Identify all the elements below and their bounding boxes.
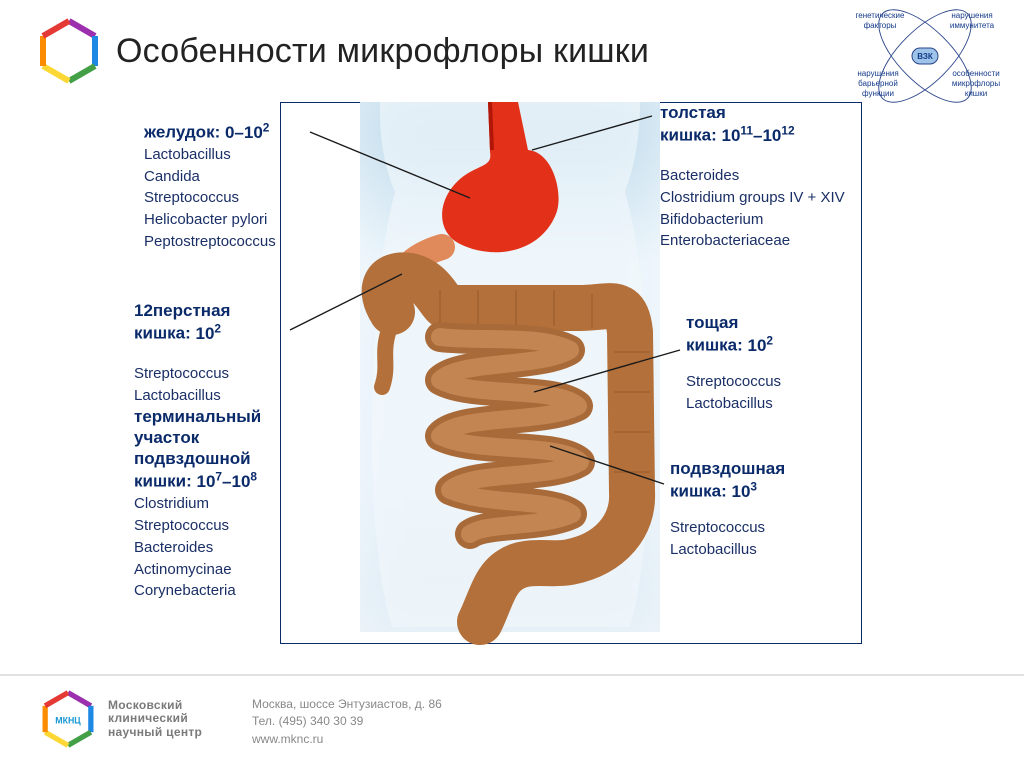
terminal-org-1: Streptococcus bbox=[134, 517, 229, 534]
terminal-sub-count: 107–108 bbox=[196, 472, 257, 491]
duodenum-org-1: Lactobacillus bbox=[134, 387, 221, 404]
footer-brand: Московский клинический научный центр bbox=[108, 699, 202, 739]
terminal-sub-3: подвздошной bbox=[134, 449, 251, 468]
venn-diagram-icon: ВЗК генетические факторы нарушения иммун… bbox=[830, 2, 1020, 115]
terminal-sub-1: терминальный bbox=[134, 407, 261, 426]
svg-text:иммунитета: иммунитета bbox=[950, 21, 995, 30]
stomach-count: 0–102 bbox=[225, 123, 269, 142]
stomach-org-4: Peptostreptococcus bbox=[144, 233, 276, 250]
terminal-org-2: Bacteroides bbox=[134, 539, 213, 556]
svg-text:микрофлоры: микрофлоры bbox=[952, 79, 1000, 88]
terminal-sub-4: кишки: bbox=[134, 472, 192, 491]
svg-text:нарушения: нарушения bbox=[857, 69, 898, 78]
jejunum-org-1: Lactobacillus bbox=[686, 395, 773, 412]
colon-org-2: Bifidobacterium bbox=[660, 211, 763, 228]
jejunum-name-1: тощая bbox=[686, 313, 738, 332]
svg-text:генетические: генетические bbox=[856, 11, 906, 20]
ileum-name-1: подвздошная bbox=[670, 459, 785, 478]
ileum-count: 103 bbox=[732, 482, 758, 501]
svg-text:нарушения: нарушения bbox=[951, 11, 992, 20]
footer: МКНЦ Московский клинический научный цент… bbox=[42, 690, 202, 748]
colon-name-1: толстая bbox=[660, 103, 726, 122]
footer-brand-3: научный центр bbox=[108, 726, 202, 739]
logo-hex-icon bbox=[40, 18, 98, 84]
duodenum-name-1: 12перстная bbox=[134, 301, 230, 320]
duodenum-org-0: Streptococcus bbox=[134, 365, 229, 382]
footer-address: Москва, шоссе Энтузиастов, д. 86 bbox=[252, 697, 442, 711]
ileum-name-2: кишка: bbox=[670, 482, 727, 501]
colon-count: 1011–1012 bbox=[722, 126, 795, 145]
stomach-org-1: Candida bbox=[144, 168, 200, 185]
colon-org-3: Enterobacteriaceae bbox=[660, 232, 790, 249]
slide-title: Особенности микрофлоры кишки bbox=[116, 32, 649, 71]
duodenum-name-2: кишка: bbox=[134, 324, 191, 343]
footer-web: www.mknc.ru bbox=[252, 732, 323, 746]
jejunum-org-0: Streptococcus bbox=[686, 373, 781, 390]
footer-hex-icon: МКНЦ bbox=[42, 690, 94, 748]
svg-text:факторы: факторы bbox=[864, 21, 897, 30]
label-ileum: подвздошная кишка: 103 Streptococcus Lac… bbox=[670, 458, 785, 560]
jejunum-count: 102 bbox=[748, 336, 774, 355]
svg-text:МКНЦ: МКНЦ bbox=[55, 715, 81, 725]
microflora-figure: желудок: 0–102 Lactobacillus Candida Str… bbox=[140, 102, 860, 672]
label-stomach: желудок: 0–102 Lactobacillus Candida Str… bbox=[144, 120, 276, 252]
title-bar: Особенности микрофлоры кишки bbox=[40, 18, 649, 84]
svg-text:особенности: особенности bbox=[952, 69, 999, 78]
label-duodenum: 12перстная кишка: 102 Streptococcus Lact… bbox=[134, 300, 261, 601]
stomach-org-3: Helicobacter pylori bbox=[144, 211, 267, 228]
footer-phone: Тел. (495) 340 30 39 bbox=[252, 714, 363, 728]
ileum-org-1: Lactobacillus bbox=[670, 541, 757, 558]
terminal-org-0: Clostridium bbox=[134, 495, 209, 512]
colon-org-1: Clostridium groups IV + XIV bbox=[660, 189, 845, 206]
label-jejunum: тощая кишка: 102 Streptococcus Lactobaci… bbox=[686, 312, 781, 414]
stomach-org-0: Lactobacillus bbox=[144, 146, 231, 163]
footer-contact: Москва, шоссе Энтузиастов, д. 86 Тел. (4… bbox=[252, 696, 442, 748]
terminal-org-3: Actinomycinae bbox=[134, 561, 232, 578]
ileum-org-0: Streptococcus bbox=[670, 519, 765, 536]
terminal-sub-2: участок bbox=[134, 428, 199, 447]
jejunum-name-2: кишка: bbox=[686, 336, 743, 355]
footer-divider bbox=[0, 674, 1024, 676]
svg-text:ВЗК: ВЗК bbox=[917, 52, 933, 61]
label-colon: толстая кишка: 1011–1012 Bacteroides Clo… bbox=[660, 102, 845, 251]
slide-root: Особенности микрофлоры кишки ВЗК генетич… bbox=[0, 0, 1024, 768]
svg-text:кишки: кишки bbox=[965, 89, 987, 98]
svg-text:барьерной: барьерной bbox=[858, 79, 898, 88]
colon-name-2: кишка: bbox=[660, 126, 717, 145]
svg-text:функции: функции bbox=[862, 89, 894, 98]
duodenum-count: 102 bbox=[196, 324, 222, 343]
terminal-org-4: Corynebacteria bbox=[134, 582, 236, 599]
stomach-name: желудок: bbox=[144, 123, 220, 142]
stomach-org-2: Streptococcus bbox=[144, 189, 239, 206]
footer-brand-2: клинический bbox=[108, 712, 202, 725]
colon-org-0: Bacteroides bbox=[660, 167, 739, 184]
